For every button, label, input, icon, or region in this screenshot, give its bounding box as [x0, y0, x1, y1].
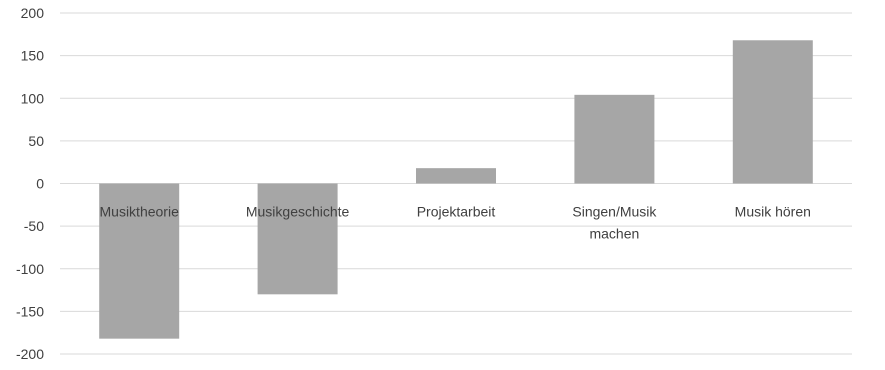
category-labels: Musiktheorie Musikgeschichte Projektarbeit…: [100, 204, 811, 242]
category-label: Musikgeschichte: [246, 204, 350, 220]
category-label-line: Singen/Musik: [572, 204, 657, 220]
bar-3: [416, 168, 496, 184]
y-tick-label: 200: [21, 5, 45, 21]
bar-1: [99, 183, 180, 339]
category-label-line: Projektarbeit: [417, 204, 496, 220]
bar-4: [574, 94, 655, 184]
y-tick-label: 50: [28, 133, 44, 149]
y-tick-label: -150: [16, 303, 44, 319]
category-label-line: Musiktheorie: [100, 204, 180, 220]
category-label: Musik hören: [735, 204, 811, 220]
y-axis-ticks: 200 150 100 50 0 -50 -100 -150 -200: [16, 5, 44, 362]
y-tick-label: -100: [16, 261, 44, 277]
category-label: Projektarbeit: [417, 204, 496, 220]
category-label-line: Musik hören: [735, 204, 811, 220]
bar-5: [732, 40, 813, 184]
category-label: Musiktheorie: [100, 204, 180, 220]
category-label: Singen/Musik machen: [572, 204, 657, 242]
category-label-line: machen: [589, 226, 639, 242]
bar-2: [257, 183, 338, 295]
y-tick-label: 100: [21, 90, 45, 106]
bars: [99, 40, 813, 339]
y-tick-label: 0: [36, 176, 44, 192]
y-tick-label: -50: [24, 218, 44, 234]
y-tick-label: -200: [16, 346, 44, 362]
category-label-line: Musikgeschichte: [246, 204, 350, 220]
y-tick-label: 150: [21, 48, 45, 64]
